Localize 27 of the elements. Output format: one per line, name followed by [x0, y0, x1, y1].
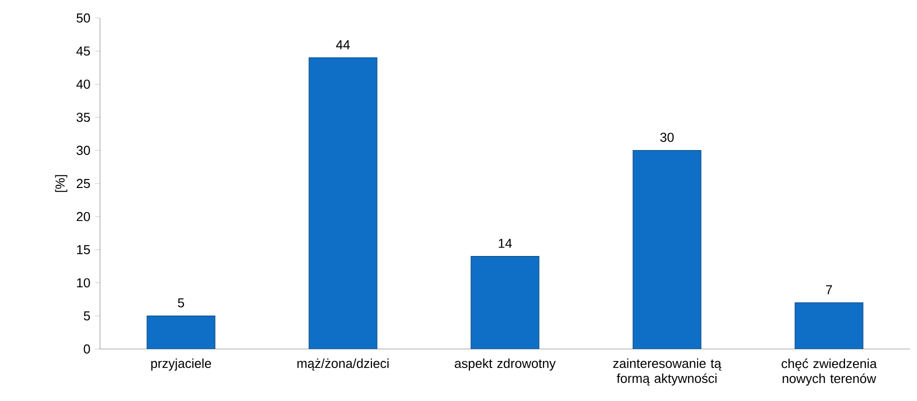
data-label: 30 — [660, 132, 674, 142]
x-tick-label: zainteresowanie tą formą aktywności — [613, 358, 722, 386]
y-tick-label: 0 — [84, 344, 90, 354]
y-tick-label: 20 — [76, 212, 90, 222]
data-label: 44 — [336, 40, 350, 50]
x-tick-label: aspekt zdrowotny — [454, 358, 556, 371]
y-tick-label: 35 — [76, 112, 90, 122]
y-tick-label: 25 — [76, 178, 90, 188]
data-label: 7 — [826, 285, 832, 294]
y-tick-label: 45 — [76, 46, 90, 56]
y-tick-label: 40 — [76, 80, 90, 89]
x-tick-label: mąż/żona/dzieci — [297, 358, 389, 371]
y-tick-label: 10 — [77, 278, 90, 288]
bar — [308, 57, 378, 349]
x-tick-label: chęć zwiedzenia nowych terenów — [782, 358, 877, 386]
data-label: 5 — [178, 298, 184, 308]
x-tick-label: przyjaciele — [151, 358, 211, 371]
y-tick-label: 30 — [76, 146, 90, 155]
y-tick-label: 15 — [77, 245, 90, 254]
y-tick-label: 50 — [76, 13, 90, 23]
data-label: 14 — [498, 238, 512, 248]
y-tick-label: 5 — [84, 311, 90, 320]
bar — [794, 302, 864, 349]
bar — [146, 316, 216, 349]
y-axis-title: [%] — [55, 175, 68, 192]
bar — [632, 150, 702, 349]
bar — [470, 256, 540, 349]
